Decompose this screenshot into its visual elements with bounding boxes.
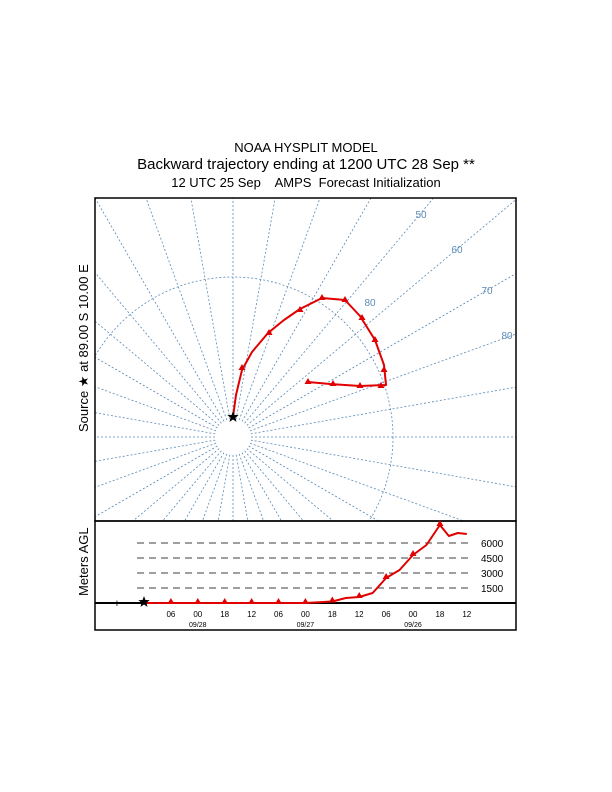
meridian-line <box>241 198 372 422</box>
time-tick-label: 18 <box>220 610 229 619</box>
height-line <box>144 524 467 604</box>
trajectory-marker <box>296 306 304 312</box>
meridian-line <box>95 412 216 435</box>
height-marker <box>248 598 256 604</box>
time-tick-label: 00 <box>409 610 418 619</box>
meridian-line <box>246 448 334 521</box>
meridian-line <box>95 272 222 424</box>
meridian-line <box>217 454 231 521</box>
height-marker <box>275 598 282 604</box>
height-ref-label: 4500 <box>481 554 504 565</box>
meridian-line <box>95 356 218 429</box>
trajectory-title: Backward trajectory ending at 1200 UTC 2… <box>137 156 475 173</box>
meridian-line <box>95 442 217 488</box>
trajectory-line <box>232 297 387 418</box>
time-tick-label: 06 <box>166 610 175 619</box>
height-marker <box>409 550 417 556</box>
trajectory-marker <box>318 294 326 300</box>
polar-grid <box>95 198 516 521</box>
time-tick-label: 18 <box>435 610 444 619</box>
map-ylabel: Source ★ at 89.00 S 10.00 E <box>76 264 91 432</box>
initialization-title: 12 UTC 25 Sep AMPS Forecast Initializati… <box>171 175 441 190</box>
meridian-line <box>95 198 225 422</box>
meridian-line <box>132 448 220 521</box>
model-title: NOAA HYSPLIT MODEL <box>234 140 378 155</box>
date-label: 09/27 <box>297 622 315 629</box>
meridian-line <box>145 198 228 421</box>
meridian-line <box>162 450 222 521</box>
lat-label: 50 <box>415 210 427 221</box>
meridian-line <box>235 198 276 420</box>
time-tick-label: 12 <box>355 610 364 619</box>
source-star-icon <box>227 411 239 422</box>
map-trajectory <box>227 294 388 422</box>
meridian-line <box>250 386 516 435</box>
height-marker <box>382 573 390 579</box>
trajectory-marker <box>304 378 312 384</box>
time-tick-label: 06 <box>382 610 391 619</box>
trajectory-marker <box>358 314 366 320</box>
trajectory-marker <box>380 366 388 372</box>
meridian-line <box>202 453 228 521</box>
trajectory-marker <box>356 382 364 388</box>
lat-label: 60 <box>451 245 463 256</box>
trajectory-marker <box>341 296 349 302</box>
height-marker <box>436 520 444 526</box>
meridian-line <box>241 452 282 521</box>
latitude-circle <box>95 276 394 521</box>
time-tick-label: 18 <box>328 610 337 619</box>
height-ylabel: Meters AGL <box>76 527 91 596</box>
trajectory-marker <box>371 336 379 342</box>
meridian-line <box>244 198 434 424</box>
meridian-line <box>248 273 516 429</box>
meridian-line <box>250 439 516 488</box>
lat-label: 70 <box>481 286 493 297</box>
meridian-line <box>238 198 321 421</box>
height-frame <box>94 520 517 631</box>
trajectory-marker <box>377 382 385 388</box>
time-tick-label: 06 <box>274 610 283 619</box>
height-ref-label: 3000 <box>481 569 504 580</box>
meridian-line <box>95 386 217 432</box>
height-marker <box>301 598 309 604</box>
height-ref-label: 1500 <box>481 584 504 595</box>
trajectory-marker <box>265 329 273 335</box>
height-marker <box>167 598 175 604</box>
height-marker <box>194 598 202 604</box>
meridian-line <box>244 450 304 521</box>
height-profile: 6000 4500 3000 1500 +06 00 18 12 06 00 18 12 06 00 18 1… <box>114 520 504 629</box>
source-star-icon <box>138 596 150 607</box>
trajectory-marker <box>238 364 246 370</box>
date-label: 09/26 <box>404 622 422 629</box>
meridian-line <box>235 454 249 521</box>
meridian-line <box>238 453 264 521</box>
meridian-line <box>95 320 220 426</box>
time-tick-label: 00 <box>301 610 310 619</box>
time-tick-label: 12 <box>247 610 256 619</box>
meridian-line <box>246 199 516 426</box>
height-marker <box>355 592 363 598</box>
lat-label: 80 <box>501 331 513 342</box>
plus-marker: + <box>114 598 120 610</box>
height-marker <box>328 596 336 603</box>
meridian-line <box>248 445 379 521</box>
trajectory-marker <box>329 380 337 386</box>
meridian-line <box>95 445 218 518</box>
meridian-line <box>249 333 516 432</box>
meridian-line <box>190 198 231 420</box>
pole-hole <box>215 419 251 455</box>
height-marker <box>221 598 229 604</box>
height-ref-label: 6000 <box>481 539 504 550</box>
time-tick-label: 12 <box>462 610 471 619</box>
lat-label: 80 <box>364 298 376 309</box>
meridian-line <box>184 452 225 521</box>
meridian-line <box>95 439 216 462</box>
time-tick-label: 00 <box>193 610 202 619</box>
date-label: 09/28 <box>189 622 207 629</box>
meridian-line <box>249 442 464 521</box>
